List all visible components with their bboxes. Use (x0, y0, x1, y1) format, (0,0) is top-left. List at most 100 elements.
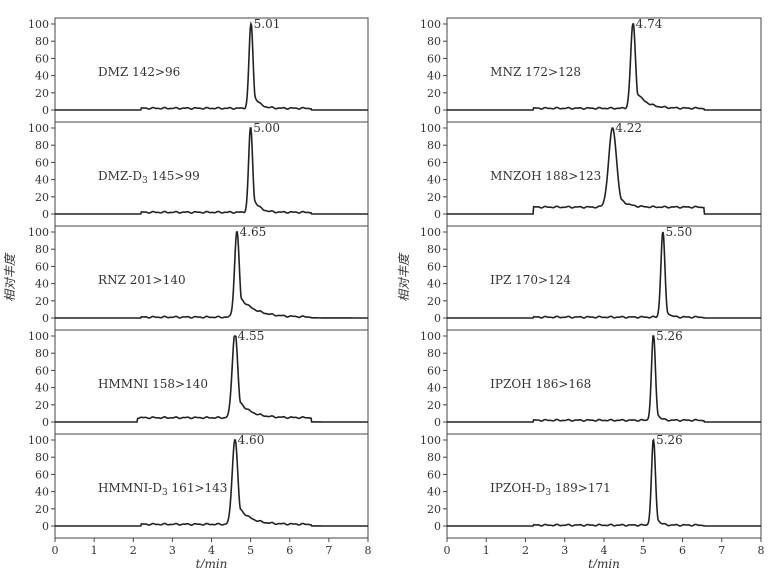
y-tick-label: 40 (427, 70, 441, 83)
y-tick-label: 100 (28, 18, 49, 31)
x-tick-label: 1 (91, 544, 98, 557)
y-tick-label: 80 (427, 35, 441, 48)
panel-2-5: 0 20 40 60 80 100 5.26 IPZOH-D3 189>171 (420, 433, 762, 539)
y-tick-label: 60 (35, 468, 49, 481)
chromatogram-trace (55, 335, 368, 423)
x-axis-title: t/min (196, 557, 228, 568)
y-tick-label: 0 (434, 104, 441, 117)
y-tick-label: 20 (427, 295, 441, 308)
x-tick-label: 6 (286, 544, 293, 557)
compound-label: MNZ 172>128 (490, 65, 581, 79)
y-tick-label: 80 (35, 451, 49, 464)
y-tick-label: 40 (427, 174, 441, 187)
peak-label: 4.65 (240, 225, 267, 239)
peak-label: 4.60 (238, 433, 265, 447)
y-tick-label: 100 (28, 330, 49, 343)
x-tick-label: 5 (247, 544, 254, 557)
chromatogram-trace (55, 21, 368, 111)
panel-2-4: 0 20 40 60 80 100 5.26 IPZOH 186>168 (420, 329, 762, 435)
y-tick-label: 60 (35, 364, 49, 377)
x-tick-label: 0 (444, 544, 451, 557)
x-tick-label: 8 (365, 544, 372, 557)
y-tick-label: 60 (35, 156, 49, 169)
y-tick-label: 40 (35, 486, 49, 499)
y-tick-label: 20 (427, 191, 441, 204)
compound-label: HMMNI-D3 161>143 (98, 481, 227, 498)
panel-1-2: 0 20 40 60 80 100 5.00 DMZ-D3 145>99 (28, 121, 369, 227)
y-tick-label: 80 (427, 243, 441, 256)
y-tick-label: 60 (427, 52, 441, 65)
y-tick-label: 20 (35, 399, 49, 412)
y-tick-label: 40 (35, 382, 49, 395)
y-tick-label: 60 (427, 156, 441, 169)
chromatogram-trace (447, 231, 761, 319)
y-tick-label: 100 (420, 226, 441, 239)
y-tick-label: 0 (42, 208, 49, 221)
y-tick-label: 40 (35, 174, 49, 187)
x-tick-label: 2 (522, 544, 529, 557)
y-tick-label: 100 (28, 434, 49, 447)
panel-2-3: 0 20 40 60 80 100 5.50 IPZ 170>124 (420, 225, 762, 331)
y-tick-label: 20 (35, 191, 49, 204)
y-tick-label: 40 (35, 70, 49, 83)
y-tick-label: 100 (28, 122, 49, 135)
peak-label: 5.26 (656, 433, 683, 447)
compound-label: IPZ 170>124 (490, 273, 571, 287)
y-tick-label: 100 (420, 434, 441, 447)
peak-label: 5.01 (254, 17, 281, 31)
x-tick-label: 6 (679, 544, 686, 557)
x-tick-label: 7 (718, 544, 725, 557)
peak-label: 5.00 (253, 121, 280, 135)
x-tick-label: 2 (130, 544, 137, 557)
x-tick-label: 7 (325, 544, 332, 557)
y-tick-label: 80 (427, 451, 441, 464)
peak-label: 5.26 (656, 329, 683, 343)
x-tick-label: 0 (52, 544, 59, 557)
panel-2-1: 0 20 40 60 80 100 4.74 MNZ 172>128 (420, 17, 762, 123)
compound-label: HMMNI 158>140 (98, 377, 208, 391)
x-tick-label: 3 (561, 544, 568, 557)
panel-1-5: 0 20 40 60 80 100 4.60 HMMNI-D3 161>143 (28, 433, 369, 539)
x-tick-label: 8 (758, 544, 765, 557)
chromatogram-trace (55, 439, 368, 527)
y-tick-label: 100 (420, 122, 441, 135)
y-tick-label: 80 (35, 243, 49, 256)
y-tick-label: 100 (420, 18, 441, 31)
y-tick-label: 0 (42, 520, 49, 533)
y-tick-label: 20 (35, 87, 49, 100)
compound-label: RNZ 201>140 (98, 273, 186, 287)
y-tick-label: 20 (427, 503, 441, 516)
panel-1-1: 0 20 40 60 80 100 5.01 DMZ 142>96 (28, 17, 369, 123)
chromatogram-trace (447, 23, 761, 111)
y-tick-label: 40 (427, 278, 441, 291)
chromatogram-trace (447, 335, 761, 423)
y-tick-label: 0 (434, 520, 441, 533)
compound-label: IPZOH 186>168 (490, 377, 591, 391)
panel-1-3: 0 20 40 60 80 100 4.65 RNZ 201>140 (28, 225, 369, 331)
y-tick-label: 0 (434, 312, 441, 325)
y-tick-label: 0 (434, 416, 441, 429)
x-axis-title: t/min (588, 557, 620, 568)
y-tick-label: 80 (427, 139, 441, 152)
compound-label: IPZOH-D3 189>171 (490, 481, 611, 498)
chromatogram-trace (447, 438, 761, 527)
panel-2-2: 0 20 40 60 80 100 4.22 MNZOH 188>123 (420, 121, 762, 227)
y-tick-label: 40 (427, 486, 441, 499)
y-tick-label: 80 (35, 35, 49, 48)
y-tick-label: 0 (42, 104, 49, 117)
x-tick-label: 3 (169, 544, 176, 557)
compound-label: DMZ 142>96 (98, 65, 180, 79)
y-tick-label: 20 (427, 399, 441, 412)
y-tick-label: 100 (28, 226, 49, 239)
peak-label: 4.74 (636, 17, 663, 31)
y-tick-label: 60 (427, 260, 441, 273)
chromatogram-trace (55, 127, 368, 215)
y-tick-label: 0 (434, 208, 441, 221)
chromatogram-trace (55, 231, 368, 319)
y-tick-label: 20 (35, 295, 49, 308)
y-tick-label: 0 (42, 312, 49, 325)
x-tick-label: 4 (208, 544, 215, 557)
